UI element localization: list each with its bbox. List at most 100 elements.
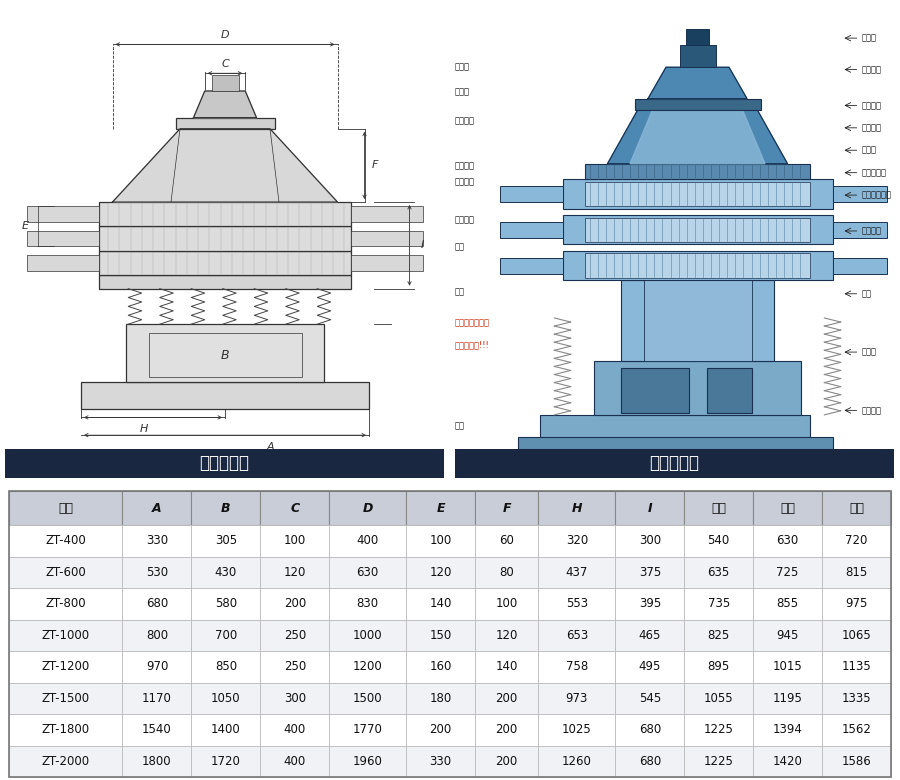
Polygon shape <box>648 67 747 99</box>
Bar <box>822 746 891 777</box>
Text: 运输用固定耑栓: 运输用固定耑栓 <box>454 318 490 328</box>
Text: 1562: 1562 <box>842 723 871 736</box>
Text: 1225: 1225 <box>704 755 734 768</box>
Bar <box>832 222 886 238</box>
Bar <box>260 746 329 777</box>
Text: 1960: 1960 <box>353 755 382 768</box>
Text: 735: 735 <box>707 597 730 611</box>
Bar <box>753 714 822 746</box>
Text: 305: 305 <box>215 534 237 548</box>
Bar <box>475 682 538 714</box>
Bar <box>518 438 832 448</box>
Text: ZT-800: ZT-800 <box>45 597 86 611</box>
Bar <box>538 491 616 525</box>
Text: ZT-2000: ZT-2000 <box>41 755 90 768</box>
Bar <box>753 619 822 651</box>
Text: 底座: 底座 <box>454 421 464 431</box>
Text: 1025: 1025 <box>562 723 591 736</box>
Text: 弹簧: 弹簧 <box>454 287 464 296</box>
Bar <box>192 525 260 557</box>
Text: 680: 680 <box>639 723 661 736</box>
Text: 级外重橡褶板: 级外重橡褶板 <box>862 190 892 200</box>
Text: 1135: 1135 <box>842 661 871 673</box>
Text: B: B <box>221 502 230 515</box>
Bar <box>260 651 329 682</box>
Text: 1195: 1195 <box>773 692 803 705</box>
Bar <box>126 324 324 382</box>
Bar <box>684 557 753 588</box>
Bar <box>538 588 616 619</box>
Bar <box>475 525 538 557</box>
Polygon shape <box>630 110 765 164</box>
Text: 630: 630 <box>777 534 799 548</box>
Bar <box>822 619 891 651</box>
Text: H: H <box>572 502 582 515</box>
Bar <box>27 255 99 271</box>
Text: 945: 945 <box>777 629 799 642</box>
Bar <box>822 651 891 682</box>
Bar <box>538 682 616 714</box>
Bar <box>621 280 774 361</box>
Text: E: E <box>22 222 28 232</box>
Text: 680: 680 <box>639 755 661 768</box>
Bar <box>475 491 538 525</box>
Bar <box>148 333 302 378</box>
Text: 筛网法兰: 筛网法兰 <box>862 123 882 133</box>
Bar <box>9 557 122 588</box>
Bar <box>329 619 406 651</box>
Text: 437: 437 <box>566 566 588 579</box>
Bar <box>634 98 760 110</box>
Bar <box>753 557 822 588</box>
Bar <box>329 557 406 588</box>
Text: 1335: 1335 <box>842 692 871 705</box>
Text: 1015: 1015 <box>773 661 803 673</box>
Text: 720: 720 <box>845 534 868 548</box>
Bar <box>9 491 122 525</box>
Bar <box>122 491 192 525</box>
Bar <box>406 746 475 777</box>
Text: 400: 400 <box>284 755 306 768</box>
Text: ZT-1500: ZT-1500 <box>41 692 90 705</box>
Text: 底部框架: 底部框架 <box>454 177 474 186</box>
Bar <box>680 44 716 67</box>
Text: 1260: 1260 <box>562 755 592 768</box>
Text: 545: 545 <box>639 692 661 705</box>
Text: 400: 400 <box>284 723 306 736</box>
Bar <box>538 651 616 682</box>
Text: 395: 395 <box>639 597 661 611</box>
Bar <box>99 275 351 289</box>
Bar <box>616 682 684 714</box>
Text: 120: 120 <box>429 566 452 579</box>
Text: 160: 160 <box>429 661 452 673</box>
Bar <box>329 746 406 777</box>
Text: 553: 553 <box>566 597 588 611</box>
Text: 120: 120 <box>284 566 306 579</box>
Bar <box>753 651 822 682</box>
Text: B: B <box>220 349 230 362</box>
Text: 430: 430 <box>215 566 237 579</box>
Bar <box>192 651 260 682</box>
Bar <box>684 651 753 682</box>
Bar <box>329 491 406 525</box>
Bar <box>684 588 753 619</box>
Bar <box>686 29 709 44</box>
Bar <box>406 491 475 525</box>
Text: 压紧环: 压紧环 <box>454 87 470 97</box>
Text: D: D <box>220 30 230 40</box>
Bar <box>122 682 192 714</box>
Bar <box>538 746 616 777</box>
Text: ZT-1000: ZT-1000 <box>41 629 90 642</box>
Bar <box>684 619 753 651</box>
Bar <box>644 280 752 361</box>
Text: 300: 300 <box>284 692 306 705</box>
Bar <box>122 651 192 682</box>
Text: 140: 140 <box>496 661 518 673</box>
Bar <box>684 714 753 746</box>
Text: 580: 580 <box>215 597 237 611</box>
Text: 1420: 1420 <box>773 755 803 768</box>
Text: 60: 60 <box>500 534 514 548</box>
Text: 815: 815 <box>845 566 868 579</box>
Text: 495: 495 <box>639 661 661 673</box>
Text: 140: 140 <box>429 597 452 611</box>
Text: I: I <box>647 502 652 515</box>
